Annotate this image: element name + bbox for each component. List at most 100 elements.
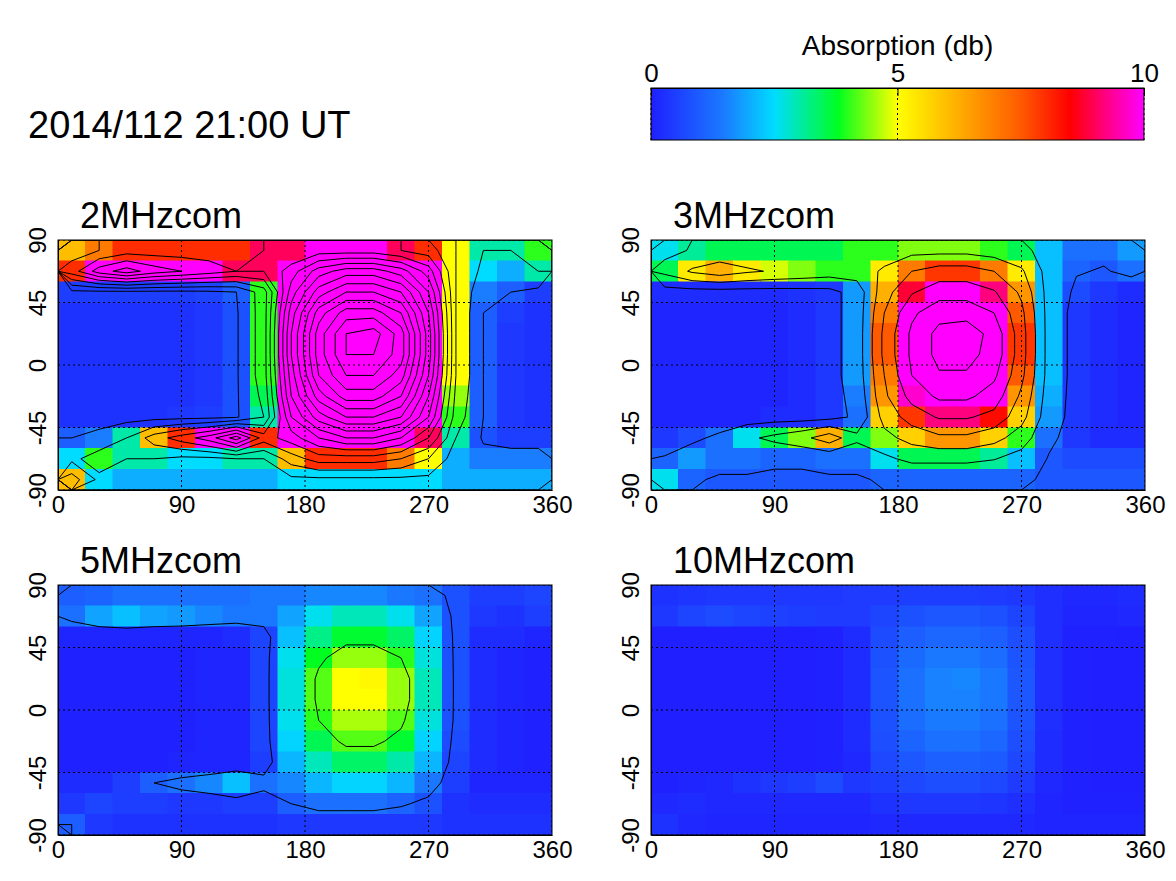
heatmap-cell (497, 710, 524, 731)
heatmap-cell (442, 585, 469, 606)
grid-line (58, 302, 552, 303)
heatmap-cell (1118, 627, 1145, 648)
heatmap-cell (195, 240, 222, 261)
heatmap-cell (788, 668, 815, 689)
y-tick: 0 (617, 359, 651, 372)
heatmap-cell (925, 585, 952, 606)
heatmap-cell (1090, 752, 1117, 773)
heatmap-cell (733, 648, 760, 669)
heatmap-cell (470, 710, 497, 731)
x-tick: 0 (645, 835, 658, 863)
heatmap-cell (113, 773, 140, 794)
y-axis: -90-4504590 (24, 572, 59, 853)
heatmap-cell (980, 731, 1007, 752)
heatmap-cell (1063, 773, 1090, 794)
heatmap-cell (223, 648, 250, 669)
heatmap-cell (843, 668, 870, 689)
grid-line (58, 585, 59, 835)
heatmap-cell (1035, 731, 1062, 752)
heatmap-cell (925, 448, 952, 469)
heatmap-cell (925, 793, 952, 814)
heatmap-cell (58, 585, 85, 606)
heatmap-cell (925, 606, 952, 627)
grid-line (651, 710, 1145, 711)
heatmap-cell (761, 752, 788, 773)
heatmap-cell (678, 648, 705, 669)
x-tick-label: 0 (52, 491, 65, 518)
heatmap-cell (1035, 668, 1062, 689)
y-tick: -45 (24, 756, 58, 791)
heatmap-cell (305, 773, 332, 794)
heatmap-cell (925, 731, 952, 752)
heatmap-cell (525, 448, 552, 469)
heatmap-cell (871, 469, 898, 490)
heatmap-cell (497, 585, 524, 606)
heatmap-cell (1035, 752, 1062, 773)
heatmap-cell (1118, 386, 1145, 407)
heatmap-cell (360, 814, 387, 835)
heatmap-cell (651, 585, 678, 606)
heatmap-cell (58, 407, 85, 428)
heatmap-cell (651, 606, 678, 627)
heatmap-cell (816, 344, 843, 365)
heatmap-cell (651, 240, 678, 261)
contour-line (58, 240, 552, 490)
heatmap-cell (497, 261, 524, 282)
heatmap-cell (305, 668, 332, 689)
panel-title: 3MHzcom (673, 195, 835, 236)
heatmap-cell (1008, 627, 1035, 648)
heatmap-cell (816, 752, 843, 773)
heatmap-cell (140, 469, 167, 490)
grid-line (58, 710, 552, 711)
heatmap-cell (332, 240, 359, 261)
heatmap-cell (953, 261, 980, 282)
heatmap-cell (525, 648, 552, 669)
x-tick: 180 (878, 490, 918, 518)
grid-line (58, 647, 552, 648)
heatmap-cell (525, 668, 552, 689)
heatmap-cell (733, 323, 760, 344)
heatmap-cell (925, 668, 952, 689)
x-tick-label: 90 (169, 836, 196, 863)
x-tick-label: 0 (645, 836, 658, 863)
heatmap-cell (360, 627, 387, 648)
x-tick: 0 (52, 835, 65, 863)
heatmap-cell (706, 752, 733, 773)
heatmap-cell (816, 323, 843, 344)
heatmap-cell (470, 752, 497, 773)
heatmap-cell (788, 689, 815, 710)
heatmap-cell (953, 606, 980, 627)
heatmap-cell (442, 793, 469, 814)
heatmap-cell (470, 606, 497, 627)
heatmap-cell (925, 282, 952, 303)
heatmap-cell (898, 814, 925, 835)
heatmap-cell (788, 793, 815, 814)
x-axis: 090180270360 (645, 835, 1166, 863)
heatmap-cell (678, 668, 705, 689)
heatmap-cell (1090, 606, 1117, 627)
heatmap-cell (1035, 627, 1062, 648)
heatmap-cell (788, 606, 815, 627)
contour-line (79, 240, 448, 456)
y-tick: -45 (617, 756, 651, 791)
x-axis: 090180270360 (52, 835, 573, 863)
heatmap-cell (85, 365, 112, 386)
y-tick: 45 (617, 635, 651, 662)
heatmap-cell (332, 627, 359, 648)
y-tick-label: 90 (617, 227, 644, 254)
heatmap-cell (85, 689, 112, 710)
y-axis: -90-4504590 (617, 227, 652, 508)
grid-line (651, 240, 652, 490)
heatmap-cell (223, 469, 250, 490)
heatmap-cell (678, 282, 705, 303)
heatmap-cell (871, 793, 898, 814)
heatmap-cell (58, 365, 85, 386)
heatmap-cell (497, 689, 524, 710)
x-tick-label: 360 (532, 836, 572, 863)
heatmap-cell (140, 303, 167, 324)
heatmap-cell (442, 668, 469, 689)
y-tick-label: 45 (24, 290, 51, 317)
heatmap-cell (733, 344, 760, 365)
heatmap-cell (1090, 773, 1117, 794)
contour-line (882, 266, 1026, 435)
